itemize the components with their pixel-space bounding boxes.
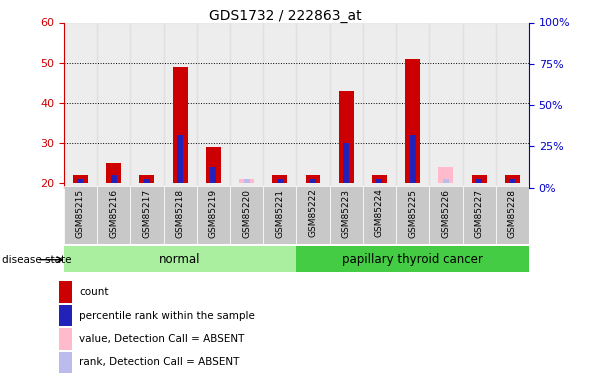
Bar	[77, 180, 83, 183]
Text: GSM85225: GSM85225	[408, 189, 417, 237]
Bar	[296, 186, 330, 244]
Bar	[177, 135, 183, 183]
Bar	[296, 246, 529, 272]
Bar	[296, 22, 330, 188]
Bar	[363, 22, 396, 188]
Bar	[64, 186, 97, 244]
Bar	[59, 328, 72, 350]
Bar	[144, 180, 150, 183]
Bar	[438, 167, 454, 183]
Bar	[396, 186, 429, 244]
Bar	[210, 167, 216, 183]
Bar	[463, 186, 496, 244]
Bar	[277, 180, 283, 183]
Bar	[130, 22, 164, 188]
Bar	[263, 186, 297, 244]
Bar	[263, 22, 297, 188]
Bar	[410, 135, 416, 183]
Bar	[164, 22, 197, 188]
Bar	[330, 186, 363, 244]
Text: GSM85217: GSM85217	[142, 189, 151, 238]
Bar	[106, 164, 121, 183]
Bar	[272, 176, 287, 183]
Text: GSM85219: GSM85219	[209, 189, 218, 238]
Text: percentile rank within the sample: percentile rank within the sample	[79, 310, 255, 321]
Text: GSM85223: GSM85223	[342, 189, 351, 237]
Bar	[505, 176, 520, 183]
Bar	[310, 180, 316, 183]
Bar	[372, 176, 387, 183]
Bar	[472, 176, 486, 183]
Bar	[230, 186, 263, 244]
Text: disease state: disease state	[2, 255, 71, 265]
Bar	[443, 180, 449, 183]
Bar	[244, 180, 249, 183]
Bar	[130, 186, 164, 244]
Text: count: count	[79, 287, 109, 297]
Bar	[306, 176, 320, 183]
Bar	[64, 246, 296, 272]
Bar	[405, 59, 420, 183]
Bar	[59, 352, 72, 373]
Text: GSM85224: GSM85224	[375, 189, 384, 237]
Text: GSM85216: GSM85216	[109, 189, 118, 238]
Bar	[396, 22, 429, 188]
Text: GSM85222: GSM85222	[308, 189, 317, 237]
Bar	[197, 186, 230, 244]
Bar	[206, 147, 221, 183]
Bar	[139, 176, 154, 183]
Bar	[73, 176, 88, 183]
Bar	[173, 67, 188, 183]
Bar	[97, 186, 130, 244]
Text: GSM85220: GSM85220	[242, 189, 251, 237]
Bar	[59, 305, 72, 326]
Bar	[429, 186, 463, 244]
Bar	[463, 22, 496, 188]
Text: GSM85215: GSM85215	[76, 189, 85, 238]
Text: GSM85228: GSM85228	[508, 189, 517, 237]
Text: GSM85218: GSM85218	[176, 189, 185, 238]
Bar	[429, 22, 463, 188]
Bar	[97, 22, 130, 188]
Text: rank, Detection Call = ABSENT: rank, Detection Call = ABSENT	[79, 357, 240, 368]
Bar	[339, 91, 354, 183]
Bar	[510, 180, 516, 183]
Bar	[476, 180, 482, 183]
Bar	[64, 22, 97, 188]
Bar	[496, 22, 529, 188]
Text: normal: normal	[159, 253, 201, 266]
Bar	[496, 186, 529, 244]
Bar	[164, 186, 197, 244]
Bar	[363, 186, 396, 244]
Text: value, Detection Call = ABSENT: value, Detection Call = ABSENT	[79, 334, 244, 344]
Bar	[197, 22, 230, 188]
Bar	[111, 176, 117, 183]
Bar	[344, 143, 349, 183]
Text: GSM85221: GSM85221	[275, 189, 285, 237]
Text: papillary thyroid cancer: papillary thyroid cancer	[342, 253, 483, 266]
Text: GSM85226: GSM85226	[441, 189, 451, 237]
Bar	[59, 281, 72, 303]
Bar	[376, 180, 382, 183]
Text: GSM85227: GSM85227	[475, 189, 483, 237]
Bar	[330, 22, 363, 188]
Text: GDS1732 / 222863_at: GDS1732 / 222863_at	[209, 9, 362, 23]
Bar	[230, 22, 263, 188]
Bar	[239, 180, 254, 183]
